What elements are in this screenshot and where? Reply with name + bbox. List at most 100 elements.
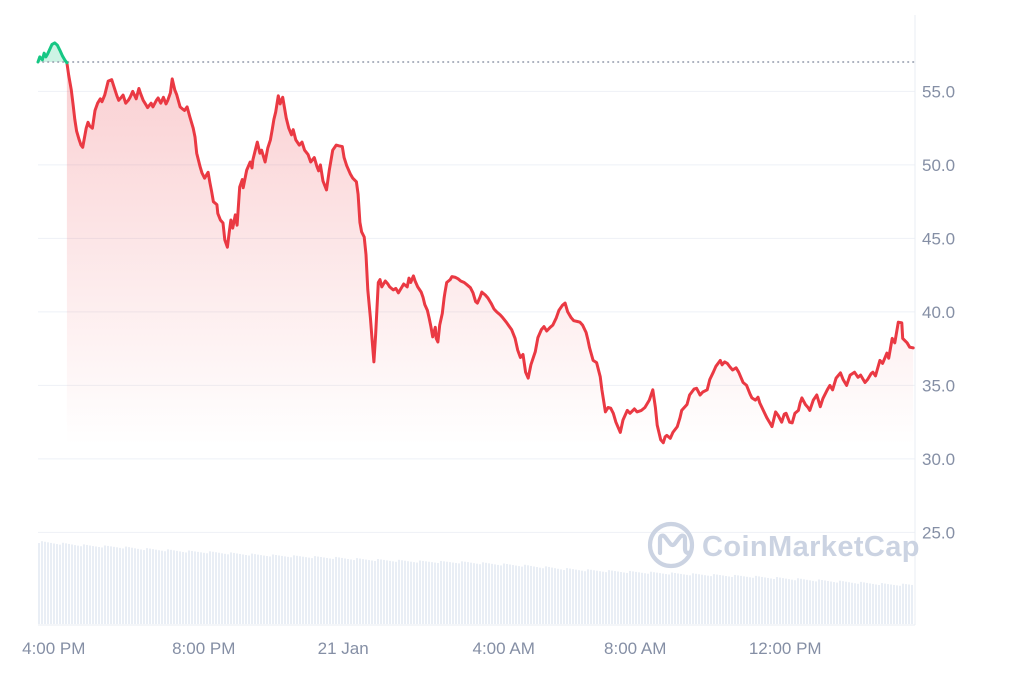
volume-bar — [368, 560, 370, 624]
volume-bar — [47, 542, 49, 624]
volume-bar — [68, 543, 70, 624]
volume-bar — [53, 543, 55, 624]
volume-bar — [413, 562, 415, 624]
volume-bar — [314, 556, 316, 624]
plot-borders — [38, 15, 916, 626]
volume-bar — [392, 561, 394, 624]
volume-bar — [836, 582, 838, 624]
volume-bar — [713, 574, 715, 624]
volume-bar — [557, 568, 559, 624]
volume-bar — [728, 576, 730, 624]
volume-bar — [149, 548, 151, 624]
volume-bar — [65, 543, 67, 624]
volume-bar — [209, 551, 211, 624]
volume-bar — [596, 570, 598, 624]
x-axis-label: 4:00 PM — [22, 639, 85, 658]
volume-bar — [140, 549, 142, 624]
volume-bar — [125, 546, 127, 624]
volume-bar — [410, 561, 412, 624]
volume-bars — [38, 541, 913, 624]
volume-bar — [107, 545, 109, 624]
volume-bar — [476, 563, 478, 624]
volume-bar — [521, 566, 523, 624]
volume-bar — [791, 579, 793, 624]
volume-bar — [872, 583, 874, 624]
volume-bar — [155, 549, 157, 624]
volume-bar — [179, 551, 181, 624]
x-axis-labels: 4:00 PM 8:00 PM 21 Jan 4:00 AM 8:00 AM 12:00 … — [22, 639, 821, 658]
volume-bar — [698, 574, 700, 624]
volume-bar — [152, 549, 154, 624]
volume-bar — [143, 550, 145, 624]
volume-bar — [626, 572, 628, 624]
volume-bar — [686, 574, 688, 624]
volume-bar — [278, 555, 280, 624]
volume-bar — [233, 552, 235, 624]
volume-bar — [317, 556, 319, 624]
y-axis-label: 50.0 — [922, 156, 955, 175]
volume-bar — [503, 563, 505, 624]
volume-bar — [800, 578, 802, 624]
volume-bar — [407, 561, 409, 624]
volume-bar — [326, 557, 328, 624]
volume-bar — [128, 547, 130, 624]
volume-bar — [137, 548, 139, 624]
volume-bar — [854, 583, 856, 624]
volume-bar — [338, 557, 340, 624]
volume-bar — [758, 576, 760, 624]
volume-bar — [101, 547, 103, 624]
volume-bar — [893, 584, 895, 624]
volume-bar — [83, 544, 85, 624]
volume-bar — [62, 542, 64, 624]
volume-bar — [680, 573, 682, 624]
volume-bar — [821, 579, 823, 624]
volume-bar — [398, 559, 400, 624]
volume-bar — [911, 584, 913, 624]
volume-bar — [212, 551, 214, 624]
volume-bar — [176, 550, 178, 624]
volume-bar — [554, 568, 556, 624]
volume-bar — [332, 558, 334, 624]
volume-bar — [530, 565, 532, 624]
volume-bar — [350, 559, 352, 624]
volume-bar — [905, 584, 907, 624]
volume-bar — [281, 555, 283, 624]
volume-bar — [302, 556, 304, 624]
volume-bar — [356, 558, 358, 624]
volume-bar — [266, 556, 268, 624]
volume-bar — [740, 575, 742, 624]
volume-bar — [818, 579, 820, 624]
volume-bar — [122, 548, 124, 624]
volume-bar — [878, 584, 880, 624]
volume-bar — [77, 545, 79, 624]
volume-bar — [203, 552, 205, 624]
volume-bar — [44, 541, 46, 624]
volume-bar — [569, 568, 571, 624]
volume-bar — [635, 571, 637, 624]
volume-bar — [491, 563, 493, 624]
volume-bar — [470, 562, 472, 624]
y-axis-label: 30.0 — [922, 450, 955, 469]
volume-bar — [275, 554, 277, 624]
volume-bar — [191, 550, 193, 624]
volume-bar — [167, 549, 169, 624]
volume-bar — [131, 547, 133, 624]
volume-bar — [311, 558, 313, 624]
volume-bar — [683, 574, 685, 624]
volume-bar — [611, 570, 613, 624]
volume-bar — [692, 573, 694, 624]
volume-bar — [809, 580, 811, 624]
volume-bar — [461, 561, 463, 624]
volume-bar — [164, 551, 166, 624]
x-axis-label: 8:00 PM — [172, 639, 235, 658]
volume-bar — [221, 553, 223, 624]
volume-bar — [755, 575, 757, 624]
volume-bar — [845, 581, 847, 624]
x-axis-label: 12:00 PM — [749, 639, 822, 658]
volume-bar — [689, 575, 691, 624]
volume-bar — [794, 580, 796, 624]
volume-bar — [545, 566, 547, 624]
volume-bar — [479, 564, 481, 624]
volume-bar — [377, 559, 379, 624]
